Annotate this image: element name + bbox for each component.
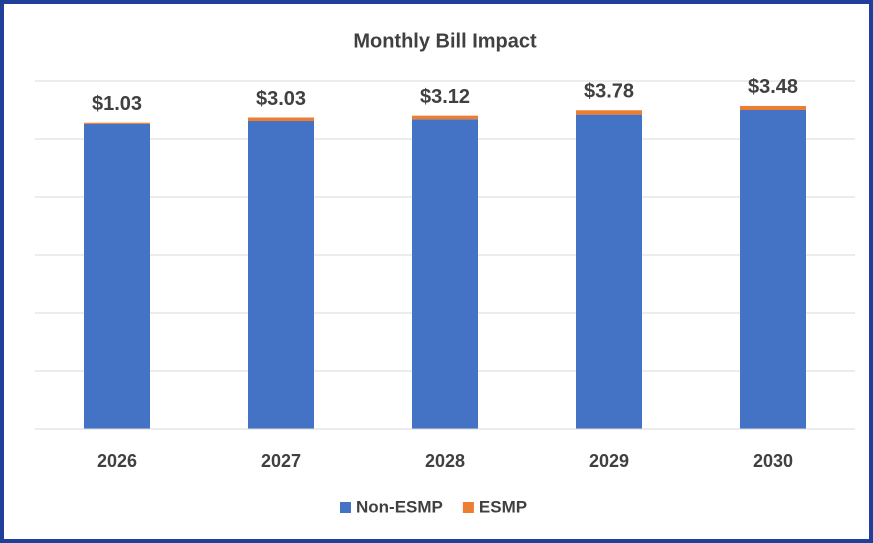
chart-title: Monthly Bill Impact [353,30,537,52]
x-tick-label: 2029 [589,451,629,471]
bar-segment [248,121,314,430]
bar-segment [84,123,150,430]
x-tick-label: 2030 [753,451,793,471]
x-tick-label: 2026 [97,451,137,471]
data-label: $3.78 [584,81,634,103]
bar-segment [412,119,478,429]
bar-segment [740,105,806,110]
bar-segment [248,117,314,122]
data-label: $3.03 [256,88,306,110]
bar-segment [412,115,478,120]
legend-swatch [340,502,351,513]
data-label: $3.48 [748,76,798,98]
legend-swatch [462,502,474,513]
data-label: $3.12 [420,86,470,108]
x-tick-label: 2028 [425,451,465,471]
bar-segment [740,110,806,429]
x-tick-label: 2027 [261,451,301,471]
data-label: $1.03 [92,93,142,115]
bar-segment [84,122,150,124]
bar-segment [576,114,642,429]
legend-label: ESMP [479,497,527,516]
bar-segment [576,110,642,115]
legend-label: Non-ESMP [356,497,443,516]
